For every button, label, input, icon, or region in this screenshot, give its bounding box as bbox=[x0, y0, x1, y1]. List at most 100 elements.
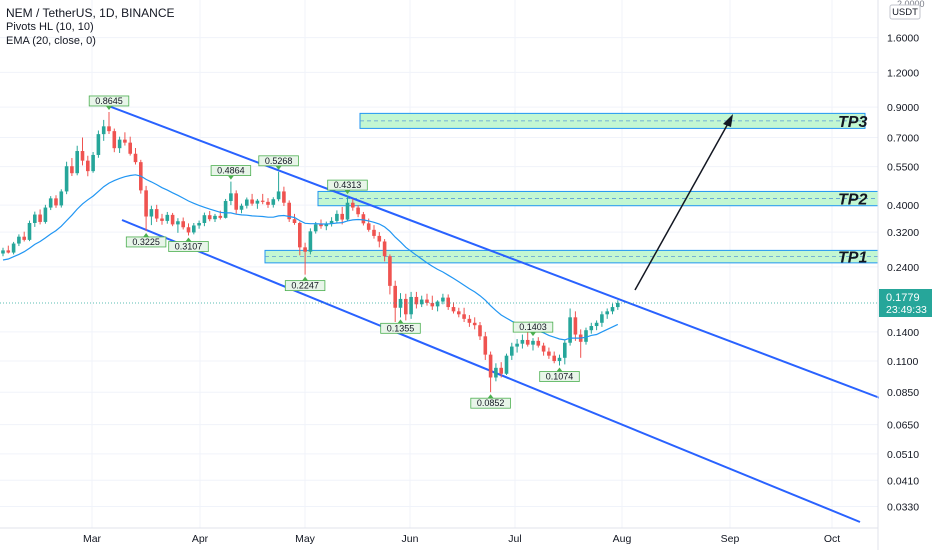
candle-body bbox=[170, 214, 175, 225]
price-axis-ticks: 1.6000 1.2000 0.9000 0.7000 0.5500 0.4000 0.32… bbox=[887, 33, 919, 514]
candle-body bbox=[48, 198, 53, 208]
price-tick-label: 0.3200 bbox=[887, 227, 919, 239]
target-labels: TP1 TP2 TP3 bbox=[838, 114, 867, 267]
candle-body bbox=[504, 355, 509, 374]
candle-body bbox=[17, 236, 21, 244]
candle-body bbox=[478, 325, 482, 337]
candle-body bbox=[404, 298, 408, 315]
pivot-label: 0.3107 bbox=[168, 237, 209, 252]
price-tick-label: 0.0330 bbox=[887, 501, 919, 513]
candle-body bbox=[409, 296, 413, 315]
pivot-label: 0.8645 bbox=[88, 95, 130, 110]
time-tick-label: Apr bbox=[192, 533, 209, 545]
candle-body bbox=[541, 345, 546, 352]
pivot-labels: 0.8645 0.4864 0.5268 0.4313 0.1403 0.3225 0.31… bbox=[88, 95, 580, 409]
chart-legend: NEM / TetherUS, 1D, BINANCE Pivots HL (1… bbox=[6, 6, 175, 48]
candle-body bbox=[515, 343, 519, 347]
candle-body bbox=[340, 213, 344, 220]
candle-body bbox=[91, 154, 95, 172]
svg-text:USDT: USDT bbox=[892, 7, 918, 18]
candle-body bbox=[239, 205, 244, 210]
candle-body bbox=[80, 151, 85, 161]
candle-body bbox=[260, 200, 265, 202]
candle-body bbox=[86, 160, 90, 172]
candle-body bbox=[154, 209, 159, 219]
candle-body bbox=[282, 191, 286, 203]
candle-body bbox=[414, 296, 419, 305]
candle-body bbox=[361, 214, 366, 224]
candle-body bbox=[38, 214, 42, 222]
pivot-label: 0.2247 bbox=[284, 276, 326, 292]
pivot-label-text: 0.1074 bbox=[546, 372, 574, 382]
candle-body bbox=[149, 209, 154, 217]
candle-body bbox=[335, 213, 339, 221]
pivot-label: 0.3225 bbox=[125, 232, 167, 248]
time-tick-label: May bbox=[295, 533, 316, 545]
candle-body bbox=[319, 224, 323, 227]
candle-body bbox=[356, 207, 360, 215]
time-axis-ticks: Mar Apr May Jun Jul Aug Sep Oct bbox=[83, 533, 840, 545]
candle-body bbox=[144, 190, 148, 217]
candle-body bbox=[525, 339, 530, 345]
pivot-label-text: 0.1355 bbox=[387, 323, 415, 333]
candle-body bbox=[430, 302, 435, 307]
candle-body bbox=[123, 139, 127, 143]
candle-body bbox=[11, 243, 16, 253]
indicator-pivots[interactable]: Pivots HL (10, 10) bbox=[6, 21, 94, 33]
candle-body bbox=[467, 318, 472, 323]
candle-body bbox=[547, 351, 551, 356]
pivot-label-text: 0.3225 bbox=[132, 237, 160, 247]
candle-body bbox=[298, 222, 302, 248]
pivot-label-pointer bbox=[344, 190, 351, 195]
candle-body bbox=[218, 215, 223, 218]
candle-body bbox=[186, 227, 191, 233]
candle-body bbox=[160, 218, 164, 221]
pivot-label-pointer bbox=[106, 105, 112, 110]
target-zones bbox=[264, 112, 879, 264]
pivot-label: 0.4313 bbox=[327, 179, 368, 195]
candle-body bbox=[192, 225, 196, 233]
candle-body bbox=[377, 235, 382, 242]
candle-body bbox=[441, 297, 445, 302]
candle-body bbox=[520, 339, 525, 344]
candle-body bbox=[43, 207, 48, 222]
target-label-tp2: TP2 bbox=[838, 192, 867, 209]
svg-text:0.1779: 0.1779 bbox=[886, 292, 920, 304]
candle-body bbox=[54, 198, 58, 206]
candle-body bbox=[372, 229, 376, 236]
time-tick-label: Jul bbox=[508, 533, 521, 545]
channel-upper-line bbox=[97, 101, 881, 399]
candle-body bbox=[245, 199, 249, 206]
currency-label: USDT bbox=[889, 4, 921, 20]
candle-body bbox=[483, 336, 488, 355]
candle-body bbox=[101, 126, 106, 135]
time-tick-label: Aug bbox=[613, 533, 632, 545]
candle-body bbox=[197, 222, 201, 226]
candle-body bbox=[488, 354, 493, 378]
candle-body bbox=[329, 220, 334, 224]
candle-body bbox=[510, 346, 514, 356]
indicator-ema[interactable]: EMA (20, close, 0) bbox=[6, 35, 96, 47]
candle-body bbox=[563, 342, 567, 358]
target-label-tp3: TP3 bbox=[838, 114, 867, 131]
pivot-label-text: 0.1403 bbox=[519, 322, 547, 332]
pivot-label-pointer bbox=[302, 276, 309, 281]
pivot-label-pointer bbox=[143, 232, 150, 237]
candle-body bbox=[223, 200, 228, 218]
pivot-label-pointer bbox=[275, 165, 282, 170]
candle-body bbox=[112, 131, 117, 149]
price-tick-label: 1.6000 bbox=[887, 33, 919, 45]
candle-body bbox=[107, 126, 111, 132]
candle-body bbox=[446, 297, 450, 308]
descending-channel bbox=[97, 101, 881, 523]
candle-body bbox=[313, 224, 318, 232]
candle-body bbox=[457, 311, 461, 315]
pivot-label-text: 0.5268 bbox=[265, 156, 293, 166]
candle-body bbox=[616, 302, 620, 308]
candle-body bbox=[552, 355, 556, 362]
price-tick-label: 0.0650 bbox=[887, 420, 919, 432]
symbol-title[interactable]: NEM / TetherUS, 1D, BINANCE bbox=[6, 6, 175, 20]
price-tick-label: 0.7000 bbox=[887, 133, 919, 145]
